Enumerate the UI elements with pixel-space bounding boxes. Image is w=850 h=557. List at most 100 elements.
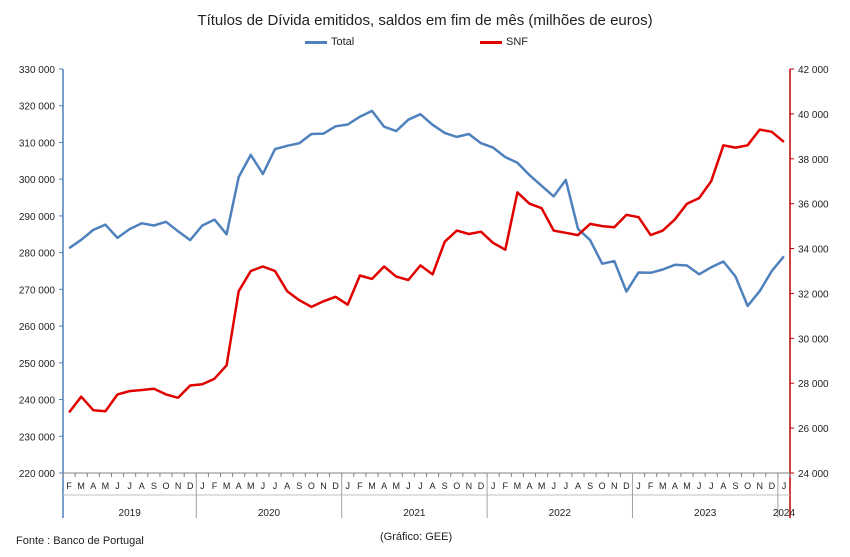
year-label: 2022 — [549, 508, 572, 519]
right-tick-label: 36 000 — [798, 200, 829, 211]
month-label: O — [599, 481, 606, 491]
month-label: M — [659, 481, 667, 491]
year-label: 2021 — [403, 508, 426, 519]
right-tick-label: 38 000 — [798, 155, 829, 166]
left-tick-label: 220 000 — [19, 469, 56, 480]
month-label: N — [466, 481, 473, 491]
month-label: J — [418, 481, 423, 491]
right-tick-label: 42 000 — [798, 65, 829, 76]
month-label: N — [175, 481, 182, 491]
month-label: N — [320, 481, 327, 491]
month-label: M — [538, 481, 546, 491]
month-label: F — [66, 481, 72, 491]
source-note: Fonte : Banco de Portugal — [16, 535, 144, 547]
month-label: A — [720, 481, 726, 491]
month-label: F — [503, 481, 509, 491]
month-label: D — [623, 481, 630, 491]
month-label: J — [127, 481, 132, 491]
series-line-snf — [68, 128, 785, 414]
month-label: S — [732, 481, 738, 491]
credit-note: (Gráfico: GEE) — [380, 531, 453, 543]
month-label: A — [90, 481, 96, 491]
left-tick-label: 320 000 — [19, 102, 56, 113]
month-label: S — [587, 481, 593, 491]
month-label: M — [223, 481, 231, 491]
month-label: N — [756, 481, 763, 491]
right-tick-label: 28 000 — [798, 379, 829, 390]
left-tick-label: 280 000 — [19, 249, 56, 260]
year-label: 2023 — [694, 508, 717, 519]
month-label: J — [564, 481, 569, 491]
left-tick-label: 260 000 — [19, 322, 56, 333]
left-tick-label: 230 000 — [19, 432, 56, 443]
month-label: J — [273, 481, 278, 491]
year-label: 2024 — [773, 508, 796, 519]
month-label: D — [769, 481, 776, 491]
month-label: S — [296, 481, 302, 491]
month-label: M — [392, 481, 400, 491]
legend-snf-label: SNF — [506, 36, 528, 48]
left-tick-label: 290 000 — [19, 212, 56, 223]
month-label: J — [261, 481, 266, 491]
month-label: J — [709, 481, 714, 491]
month-label: D — [478, 481, 485, 491]
month-label: A — [284, 481, 290, 491]
month-label: M — [247, 481, 255, 491]
month-label: F — [357, 481, 363, 491]
month-label: D — [187, 481, 194, 491]
month-label: S — [442, 481, 448, 491]
legend-total: Total — [305, 36, 354, 48]
month-label: M — [514, 481, 522, 491]
month-label: J — [551, 481, 556, 491]
month-label: J — [782, 481, 787, 491]
month-label: O — [162, 481, 169, 491]
right-tick-label: 34 000 — [798, 245, 829, 256]
month-label: D — [332, 481, 339, 491]
legend-snf: SNF — [480, 36, 528, 48]
month-label: J — [115, 481, 120, 491]
right-tick-label: 26 000 — [798, 424, 829, 435]
month-label: A — [139, 481, 145, 491]
month-label: J — [406, 481, 411, 491]
month-label: A — [381, 481, 387, 491]
month-label: N — [611, 481, 618, 491]
month-label: J — [200, 481, 205, 491]
chart-title: Títulos de Dívida emitidos, saldos em fi… — [197, 12, 653, 29]
month-label: M — [102, 481, 110, 491]
legend-snf-swatch — [480, 40, 502, 44]
left-tick-label: 240 000 — [19, 396, 56, 407]
right-tick-label: 32 000 — [798, 289, 829, 300]
month-label: A — [430, 481, 436, 491]
left-tick-label: 300 000 — [19, 175, 56, 186]
month-label: F — [212, 481, 218, 491]
year-label: 2019 — [119, 508, 142, 519]
month-label: J — [636, 481, 641, 491]
legend-total-label: Total — [331, 36, 355, 48]
right-tick-label: 30 000 — [798, 334, 829, 345]
month-label: A — [236, 481, 242, 491]
left-tick-label: 270 000 — [19, 285, 56, 296]
year-label: 2020 — [258, 508, 281, 519]
month-label: A — [575, 481, 581, 491]
series-line-total — [68, 109, 785, 308]
month-label: A — [526, 481, 532, 491]
month-label: O — [744, 481, 751, 491]
legend-total-swatch — [305, 40, 327, 44]
month-label: M — [77, 481, 85, 491]
right-tick-label: 24 000 — [798, 469, 829, 480]
month-label: A — [672, 481, 678, 491]
month-label: F — [648, 481, 654, 491]
month-label: O — [453, 481, 460, 491]
right-tick-label: 40 000 — [798, 110, 829, 121]
left-tick-label: 250 000 — [19, 359, 56, 370]
month-label: O — [308, 481, 315, 491]
month-label: M — [683, 481, 691, 491]
left-tick-label: 330 000 — [19, 65, 56, 76]
left-tick-label: 310 000 — [19, 138, 56, 149]
month-label: M — [368, 481, 376, 491]
month-label: S — [151, 481, 157, 491]
month-label: J — [491, 481, 496, 491]
month-label: J — [697, 481, 702, 491]
month-label: J — [345, 481, 350, 491]
